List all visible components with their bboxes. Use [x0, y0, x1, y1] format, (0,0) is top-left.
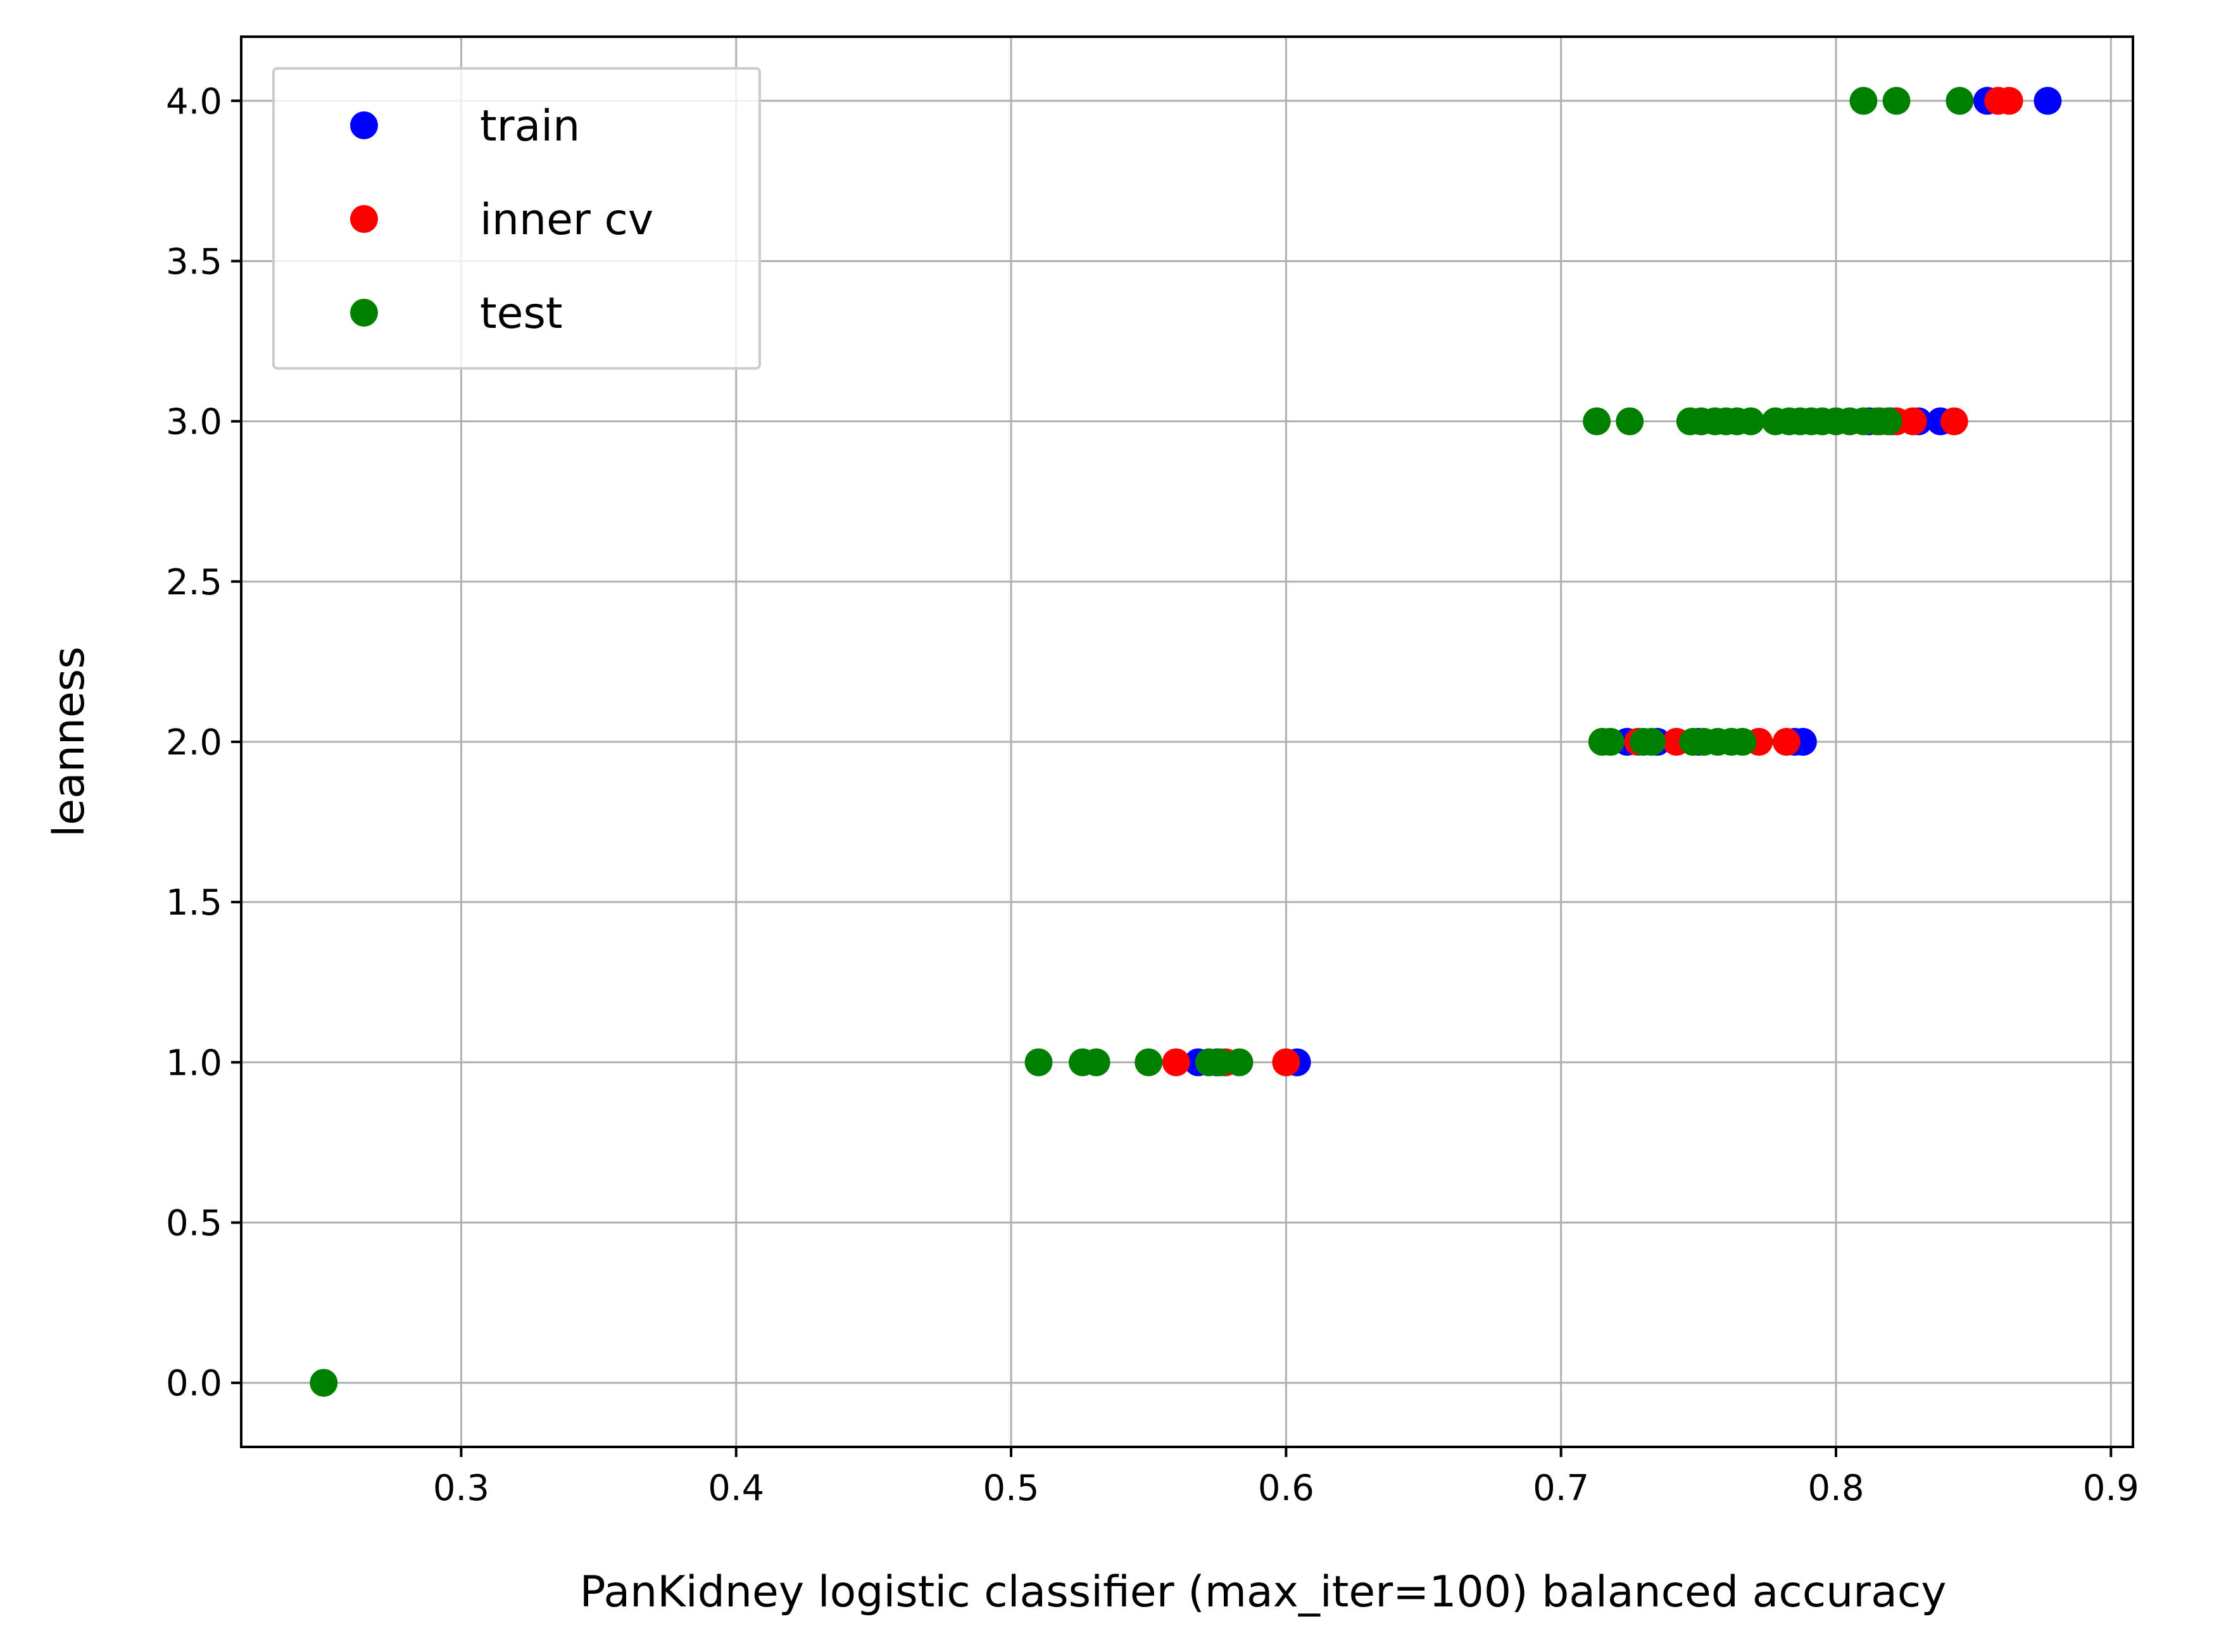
legend-label: inner cv — [480, 195, 653, 245]
data-point — [1946, 87, 1974, 115]
data-point — [1616, 407, 1644, 435]
data-point — [1135, 1048, 1163, 1077]
data-point — [1225, 1048, 1254, 1077]
data-point — [1024, 1048, 1053, 1077]
y-tick-label: 3.0 — [166, 402, 222, 443]
data-point — [1637, 728, 1666, 756]
data-point — [1849, 87, 1878, 115]
y-tick-label: 0.0 — [166, 1363, 222, 1405]
data-point — [1206, 1048, 1235, 1077]
y-axis-label: leanness — [44, 646, 94, 837]
x-tick-label: 0.7 — [1533, 1468, 1589, 1509]
x-tick-label: 0.9 — [2083, 1468, 2139, 1509]
data-point — [1728, 728, 1757, 756]
x-tick-label: 0.3 — [433, 1468, 489, 1509]
x-tick-label: 0.6 — [1258, 1468, 1314, 1509]
data-point — [1882, 87, 1911, 115]
x-tick-label: 0.4 — [708, 1468, 764, 1509]
data-point — [1583, 407, 1611, 435]
data-point — [1874, 407, 1902, 435]
legend-marker — [350, 205, 378, 233]
legend-label: train — [480, 101, 580, 151]
y-tick-label: 3.5 — [166, 241, 222, 282]
legend: train inner cv test — [272, 67, 761, 370]
series-test — [310, 87, 1974, 1397]
data-point — [1737, 407, 1765, 435]
y-tick-label: 1.5 — [166, 882, 222, 923]
data-point — [1082, 1048, 1110, 1077]
x-axis-label: PanKidney logistic classifier (max_iter=… — [580, 1567, 1947, 1617]
axis-ticks: 0.3 0.4 0.5 0.6 0.7 0.8 0.9 0.0 0.5 1.0 1.5 2.0 2.5 3… — [166, 81, 2139, 1509]
legend-label: test — [480, 289, 563, 339]
y-tick-label: 0.5 — [166, 1203, 222, 1244]
x-tick-label: 0.8 — [1808, 1468, 1864, 1509]
data-point — [1940, 407, 1968, 435]
y-tick-label: 2.5 — [166, 562, 222, 603]
data-point — [1984, 87, 2013, 115]
y-tick-label: 1.0 — [166, 1042, 222, 1084]
y-tick-label: 2.0 — [166, 722, 222, 763]
x-tick-label: 0.5 — [983, 1468, 1040, 1509]
data-point — [1772, 728, 1801, 756]
data-point — [1272, 1048, 1300, 1077]
data-point — [2034, 87, 2062, 115]
legend-marker — [350, 111, 378, 139]
data-point — [310, 1368, 338, 1397]
data-points — [310, 87, 2062, 1397]
legend-box — [272, 67, 761, 370]
data-point — [1596, 728, 1625, 756]
y-tick-label: 4.0 — [166, 81, 222, 122]
legend-marker — [350, 299, 378, 327]
data-point — [1162, 1048, 1190, 1077]
